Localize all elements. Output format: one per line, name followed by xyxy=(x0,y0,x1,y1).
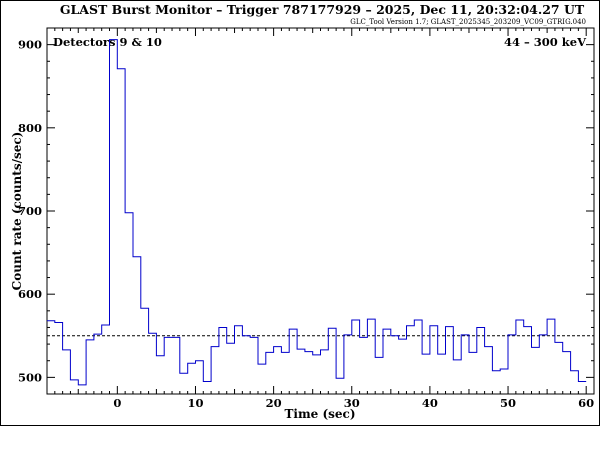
plot-area xyxy=(46,27,595,395)
x-tick-label: 0 xyxy=(113,396,121,410)
count-rate-series-line xyxy=(47,39,587,386)
y-tick-label: 700 xyxy=(18,204,42,218)
x-axis-label: Time (sec) xyxy=(284,407,355,421)
plot-frame xyxy=(0,0,600,426)
chart-subtitle: GLC_Tool Version 1.7; GLAST_2025345_2032… xyxy=(350,18,586,26)
detectors-annotation: Detectors 9 & 10 xyxy=(53,35,162,49)
chart-marks xyxy=(47,39,594,386)
x-tick-label: 40 xyxy=(422,396,438,410)
x-tick-label: 50 xyxy=(500,396,516,410)
x-tick-label: 20 xyxy=(266,396,282,410)
y-tick-label: 600 xyxy=(18,287,42,301)
y-tick-label: 900 xyxy=(18,38,42,52)
x-tick-label: 60 xyxy=(578,396,594,410)
chart-title: GLAST Burst Monitor – Trigger 787177929 … xyxy=(60,2,585,17)
y-tick-label: 500 xyxy=(18,370,42,384)
x-tick-label: 10 xyxy=(187,396,203,410)
y-tick-label: 800 xyxy=(18,121,42,135)
axis-ticks: 0 10 20 30 40 50 60 500 600 700 800 900 xyxy=(18,27,595,410)
energy-range-annotation: 44 – 300 keV xyxy=(504,35,587,49)
x-tick-label: 30 xyxy=(344,396,360,410)
y-axis-label: Count rate (counts/sec) xyxy=(10,132,24,291)
